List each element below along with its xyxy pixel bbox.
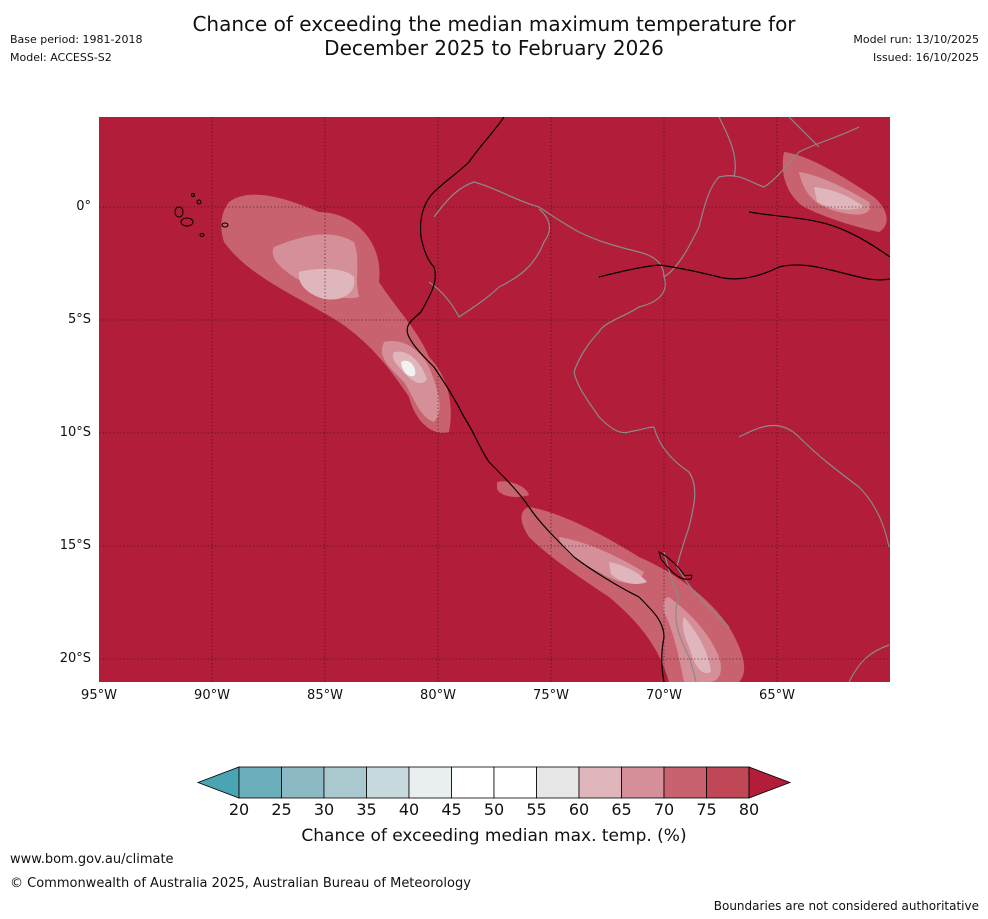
model-name: Model: ACCESS-S2 bbox=[10, 51, 112, 64]
colorbar-title: Chance of exceeding median max. temp. (%… bbox=[301, 826, 687, 846]
lon-label-90w: 90°W bbox=[194, 688, 230, 703]
island bbox=[221, 222, 229, 228]
colorbar-tick-label: 45 bbox=[441, 800, 462, 819]
coastline-north bbox=[748, 211, 890, 258]
colorbar-cell bbox=[408, 766, 452, 799]
colorbar-tick-label: 75 bbox=[696, 800, 717, 819]
lat-label-5s: 5°S bbox=[67, 312, 91, 327]
lake-outline bbox=[658, 551, 693, 580]
border-peru-brazil bbox=[573, 276, 666, 434]
island bbox=[180, 217, 194, 227]
colorbar-tick-label: 65 bbox=[611, 800, 632, 819]
footer-copyright: © Commonwealth of Australia 2025, Austra… bbox=[10, 876, 471, 891]
issued-date: Issued: 16/10/2025 bbox=[872, 51, 979, 64]
island bbox=[191, 193, 195, 197]
colorbar-cell bbox=[578, 766, 622, 799]
contour-50-55-coast bbox=[401, 360, 416, 377]
border-venezuela bbox=[718, 117, 820, 178]
lake-titicaca bbox=[658, 551, 693, 580]
title-line-1: Chance of exceeding the median maximum t… bbox=[192, 12, 796, 36]
lon-label-65w: 65°W bbox=[759, 688, 795, 703]
contour-65-70-south bbox=[559, 537, 721, 682]
colorbar-cell bbox=[366, 766, 410, 799]
probability-contours bbox=[221, 152, 887, 682]
border-brazil-north bbox=[663, 126, 860, 278]
island bbox=[199, 233, 205, 237]
meta-left: Base period: 1981-2018 Model: ACCESS-S2 bbox=[10, 31, 142, 67]
galapagos-islands bbox=[174, 193, 229, 237]
footer-disclaimer: Boundaries are not considered authoritat… bbox=[713, 899, 979, 913]
border-ecuador-peru bbox=[428, 208, 551, 318]
title-line-2: December 2025 to February 2026 bbox=[324, 36, 664, 60]
lon-label-95w: 95°W bbox=[81, 688, 117, 703]
island bbox=[174, 206, 184, 218]
lon-label-80w: 80°W bbox=[420, 688, 456, 703]
contour-60-65-south bbox=[609, 562, 711, 673]
map-title: Chance of exceeding the median maximum t… bbox=[0, 12, 988, 60]
lat-label-10s: 10°S bbox=[59, 425, 91, 440]
country-borders bbox=[428, 117, 890, 682]
colorbar-tick-label: 25 bbox=[271, 800, 292, 819]
forecast-map bbox=[99, 117, 890, 682]
colorbar-tick-label: 80 bbox=[738, 800, 760, 819]
border-colombia-ecuador bbox=[433, 181, 665, 278]
border-bolivia-chile bbox=[663, 551, 697, 682]
colorbar-cell bbox=[621, 766, 665, 799]
colorbar-tick-label: 55 bbox=[526, 800, 547, 819]
lon-label-70w: 70°W bbox=[646, 688, 682, 703]
map-background bbox=[99, 117, 890, 682]
contour-70-75-small bbox=[497, 481, 529, 497]
colorbar-tick-label: 70 bbox=[653, 800, 675, 819]
colorbar-high-extend bbox=[748, 766, 792, 799]
lat-label-0: 0° bbox=[76, 199, 91, 214]
lon-label-75w: 75°W bbox=[533, 688, 569, 703]
border-bolivia-paraguay bbox=[738, 424, 890, 548]
colorbar bbox=[196, 766, 792, 799]
contour-60-65-ocean bbox=[298, 268, 355, 300]
lat-label-20s: 20°S bbox=[59, 651, 91, 666]
model-run: Model run: 13/10/2025 bbox=[853, 33, 979, 46]
lat-label-15s: 15°S bbox=[59, 538, 91, 553]
colorbar-tick-label: 30 bbox=[313, 800, 335, 819]
footer-url[interactable]: www.bom.gov.au/climate bbox=[10, 852, 174, 867]
colorbar-cell bbox=[451, 766, 495, 799]
border-chile-argentina bbox=[848, 644, 890, 682]
colorbar-tick-label: 35 bbox=[356, 800, 377, 819]
coastlines bbox=[406, 117, 890, 682]
colorbar-cell bbox=[536, 766, 580, 799]
colorbar-cell bbox=[238, 766, 282, 799]
colorbar-cell bbox=[663, 766, 707, 799]
lon-label-85w: 85°W bbox=[307, 688, 343, 703]
gridlines bbox=[99, 117, 890, 682]
colorbar-cell bbox=[706, 766, 750, 799]
border-brazil-bolivia bbox=[653, 426, 730, 628]
colorbar-tick-label: 60 bbox=[568, 800, 590, 819]
colorbar-cell bbox=[281, 766, 325, 799]
colorbar-tick-label: 20 bbox=[228, 800, 250, 819]
meta-right: Model run: 13/10/2025 Issued: 16/10/2025 bbox=[853, 31, 979, 67]
coastline-pacific bbox=[406, 117, 665, 682]
contour-60-65-ne bbox=[814, 187, 864, 210]
colorbar-tick-label: 40 bbox=[398, 800, 420, 819]
coastline-caribbean bbox=[598, 264, 890, 281]
base-period: Base period: 1981-2018 bbox=[10, 33, 143, 46]
island bbox=[196, 199, 202, 205]
colorbar-low-extend bbox=[196, 766, 240, 799]
colorbar-cell bbox=[493, 766, 537, 799]
colorbar-cell bbox=[323, 766, 367, 799]
colorbar-tick-label: 50 bbox=[483, 800, 505, 819]
